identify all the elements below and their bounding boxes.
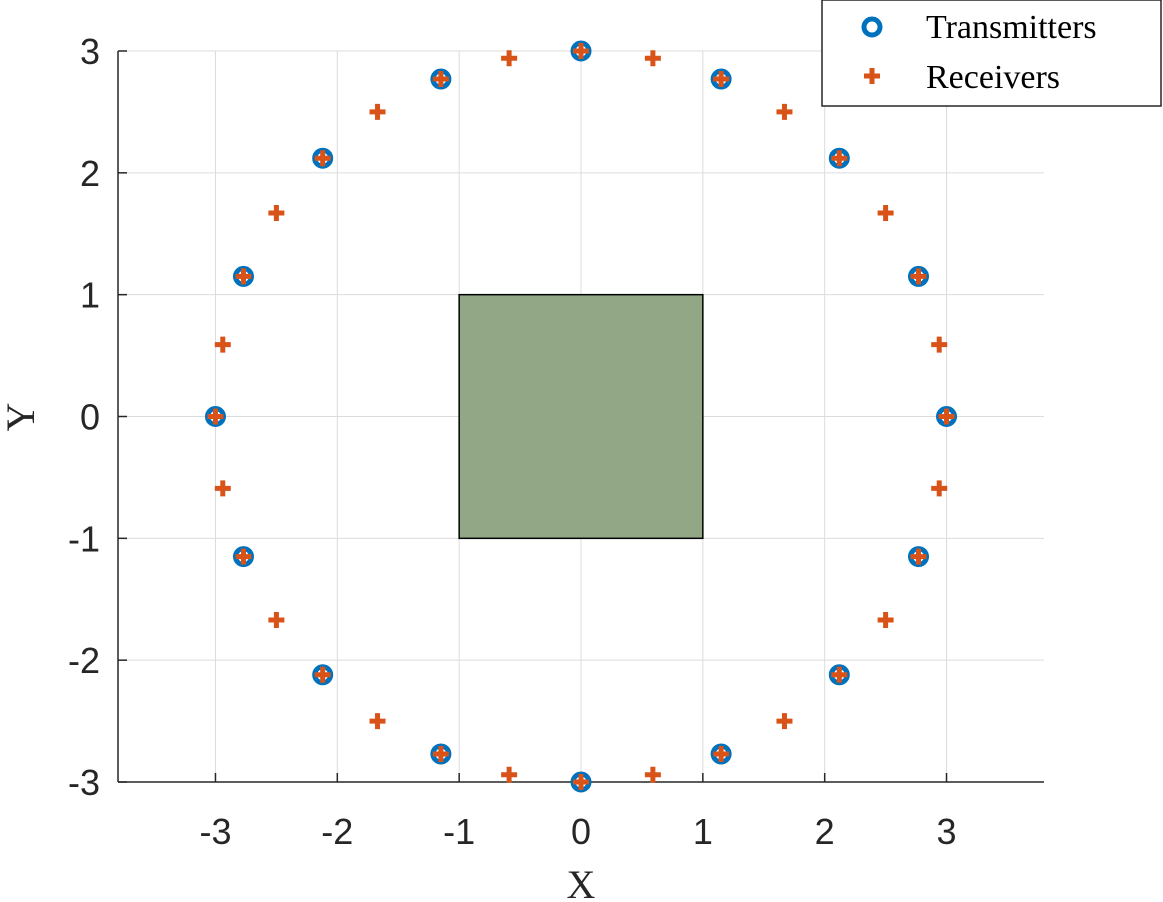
receiver-point [501,766,518,783]
legend-transmitters-label: Transmitters [926,9,1097,46]
receiver-point [314,150,331,167]
receiver-point [831,150,848,167]
receiver-point [268,611,285,628]
receiver-point [268,205,285,222]
legend-transmitter-marker [861,16,883,38]
receiver-point [910,268,927,285]
receiver-point [235,548,252,565]
y-tick-label: -2 [68,640,100,681]
x-tick-label: -3 [199,811,231,852]
receiver-point [214,336,231,353]
receiver-point [931,480,948,497]
x-tick-label: 3 [937,811,957,852]
legend-receivers-label: Receivers [926,59,1060,96]
legend-receiver-marker [864,68,880,84]
y-axis-title: Y [0,403,43,432]
y-tick-label: -1 [68,518,100,559]
receiver-point [776,713,793,730]
x-axis-title: X [567,862,596,902]
receiver-point [831,666,848,683]
receiver-point [207,408,224,425]
x-tick-label: -1 [443,811,475,852]
x-tick-label: -2 [321,811,353,852]
receiver-point [432,745,449,762]
y-tick-label: 2 [80,153,100,194]
object-rectangle [458,293,704,540]
receiver-point [910,548,927,565]
receiver-point [573,774,589,790]
receiver-point [214,480,231,497]
receiver-point [369,713,386,730]
receiver-point [938,408,955,425]
receiver-point [644,50,661,67]
receiver-point [432,71,449,88]
receiver-point [877,205,894,222]
receiver-point [573,43,589,59]
receiver-point [644,766,661,783]
receiver-point [235,268,252,285]
legend: Transmitters Receivers [821,0,1162,107]
y-tick-label: -3 [68,762,100,803]
receiver-point [501,50,518,67]
receiver-point [931,336,948,353]
receiver-point [314,666,331,683]
x-tick-label: 2 [815,811,835,852]
tick-labels: -3 -2 -1 0 1 2 3 -3 -2 -1 0 1 2 3 [68,31,957,852]
legend-box [821,0,1162,107]
y-tick-label: 3 [80,31,100,72]
y-tick-label: 0 [80,397,100,438]
receiver-point [713,71,730,88]
receiver-point [877,611,894,628]
receiver-point [369,103,386,120]
object-shapes [458,293,704,540]
receiver-point [776,103,793,120]
data-points [204,40,958,793]
receiver-point [713,745,730,762]
x-tick-label: 0 [571,811,591,852]
y-tick-label: 1 [80,275,100,316]
x-tick-label: 1 [693,811,713,852]
